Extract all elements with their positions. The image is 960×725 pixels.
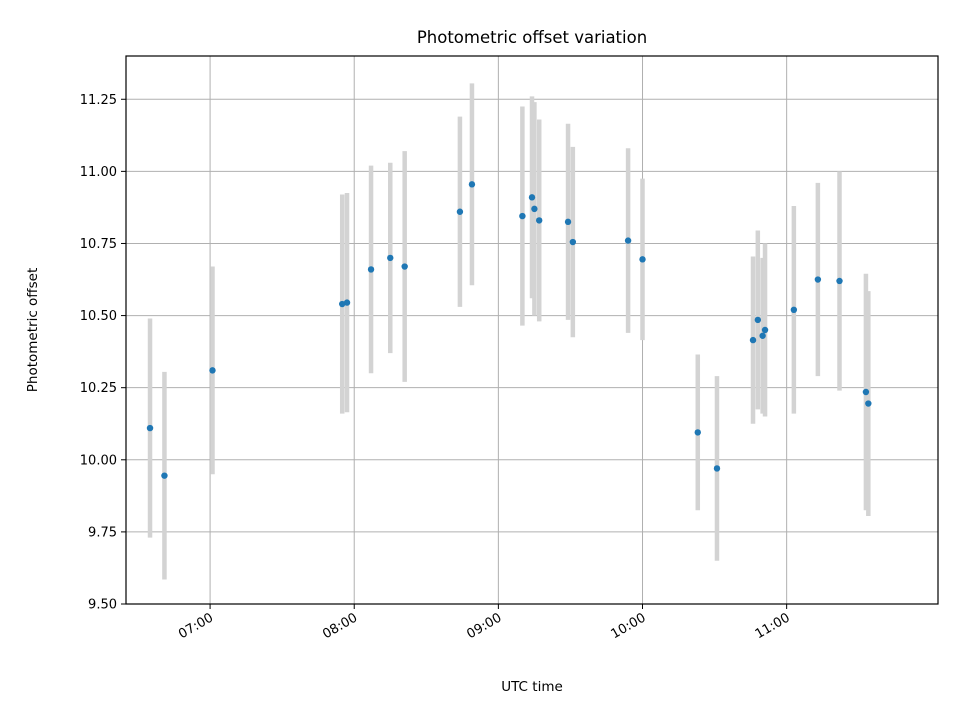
y-tick-label: 11.25: [80, 93, 117, 108]
y-tick-label: 9.50: [88, 598, 117, 613]
data-point: [209, 367, 216, 374]
data-point: [468, 181, 476, 188]
data-point: [401, 263, 408, 270]
data-point: [528, 194, 536, 201]
x-axis-label: UTC time: [501, 679, 563, 695]
data-point: [161, 472, 168, 479]
data-point: [146, 424, 154, 432]
data-point: [639, 256, 646, 263]
data-point: [749, 336, 757, 344]
data-point: [694, 429, 701, 436]
data-point: [569, 238, 577, 246]
data-point: [531, 205, 538, 213]
plot-frame: [125, 55, 939, 605]
chart-title: Photometric offset variation: [417, 28, 647, 47]
data-point: [456, 208, 464, 215]
data-point: [761, 326, 769, 334]
y-tick-label: 10.75: [80, 237, 117, 252]
data-point: [536, 217, 543, 224]
data-point: [564, 218, 572, 226]
data-point: [624, 237, 632, 244]
data-point: [862, 388, 870, 396]
data-point: [790, 306, 798, 314]
data-point: [754, 316, 762, 324]
data-point: [387, 254, 394, 262]
y-tick-label: 11.00: [80, 165, 117, 180]
data-point: [836, 277, 843, 285]
data-point: [343, 299, 351, 306]
data-point: [367, 266, 375, 273]
y-tick-label: 10.50: [80, 309, 117, 324]
data-point: [713, 465, 721, 472]
grid-layer: [126, 56, 938, 605]
data-point: [339, 300, 346, 308]
y-axis-label: Photometric offset: [25, 268, 41, 392]
data-point: [814, 276, 822, 283]
data-point: [519, 212, 526, 220]
data-point: [865, 400, 872, 407]
data-point: [759, 332, 766, 339]
y-tick-label: 10.00: [80, 453, 117, 468]
y-tick-label: 9.75: [88, 525, 117, 540]
y-tick-label: 10.25: [80, 381, 117, 396]
point-layer: [146, 181, 872, 479]
